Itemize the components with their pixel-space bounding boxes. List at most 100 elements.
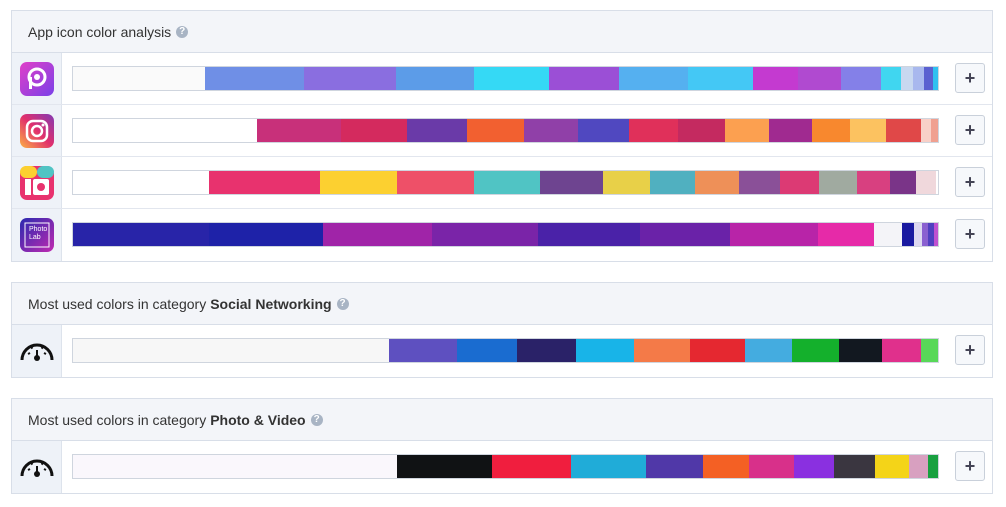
app-icon (12, 325, 62, 377)
color-segment (257, 119, 342, 142)
color-row: + (12, 441, 992, 493)
color-segment (880, 67, 901, 90)
color-segment (920, 339, 938, 362)
category-name: Social Networking (210, 295, 332, 312)
icon-shape (33, 355, 40, 361)
icon-shape (19, 218, 54, 252)
color-segment (645, 455, 703, 478)
color-segment (913, 223, 922, 246)
color-segment (491, 455, 572, 478)
color-segment (811, 119, 850, 142)
color-segment (933, 223, 938, 246)
color-segment (900, 67, 913, 90)
icon-shape (27, 468, 30, 471)
color-segment (748, 455, 794, 478)
color-segment (818, 171, 858, 194)
color-segment (397, 455, 492, 478)
color-segment (834, 455, 875, 478)
color-segment (205, 67, 304, 90)
panel: Most used colors in category Photo & Vide… (11, 398, 993, 494)
color-segment (912, 67, 925, 90)
color-segment (406, 119, 467, 142)
icon-shape (20, 459, 53, 477)
panel: Most used colors in category Social Netwo… (11, 282, 993, 378)
color-row: Photo Lab + (12, 209, 992, 261)
icon-shape (33, 471, 40, 477)
icon-shape (24, 222, 49, 248)
add-button[interactable]: + (955, 115, 985, 145)
color-segment (678, 119, 726, 142)
color-row: + (12, 325, 992, 377)
icon-shape (43, 468, 46, 471)
icon-shape (25, 119, 48, 142)
icon-shape (33, 73, 40, 80)
icon-shape (19, 165, 54, 200)
color-segment (694, 171, 739, 194)
color-segment (745, 339, 792, 362)
color-segment (466, 119, 525, 142)
color-segment (639, 223, 731, 246)
icon-shape (36, 182, 45, 191)
color-segment (874, 455, 909, 478)
panel-title: App icon color analysis (28, 23, 172, 40)
color-segment (540, 171, 604, 194)
app-icon (12, 157, 62, 208)
color-segment (431, 223, 539, 246)
color-segment (395, 67, 475, 90)
icon-shape (40, 346, 44, 350)
color-segment (841, 67, 881, 90)
color-segment (839, 339, 882, 362)
color-segment (920, 119, 931, 142)
color-segment (576, 339, 635, 362)
icon-shape (19, 113, 54, 148)
color-segment (634, 339, 690, 362)
add-button[interactable]: + (955, 451, 985, 481)
icon-shape (20, 343, 53, 361)
color-segment (930, 119, 938, 142)
color-segment (849, 119, 886, 142)
color-segment (73, 67, 206, 90)
app-icon (12, 441, 62, 493)
add-button[interactable]: + (955, 167, 985, 197)
help-icon[interactable]: ? (310, 413, 323, 426)
color-segment (603, 171, 650, 194)
color-segment (516, 339, 577, 362)
app-icon: Photo Lab (12, 209, 62, 261)
color-segment (73, 171, 209, 194)
color-segment (474, 171, 541, 194)
add-button[interactable]: + (955, 219, 985, 249)
color-row: + (12, 105, 992, 157)
color-segment (901, 223, 914, 246)
help-icon[interactable]: ? (336, 297, 349, 310)
color-bar (72, 118, 939, 143)
icon-shape (29, 462, 33, 466)
color-segment (571, 455, 646, 478)
icon-shape (28, 76, 32, 89)
panel-header: Most used colors in category Social Netwo… (12, 283, 992, 325)
add-button[interactable]: + (955, 63, 985, 93)
icon-shape (19, 218, 54, 252)
icon-shape (27, 344, 46, 358)
color-segment (881, 339, 921, 362)
color-segment (702, 455, 749, 478)
add-button[interactable]: + (955, 335, 985, 365)
color-segment (908, 455, 928, 478)
color-segment (890, 171, 917, 194)
color-bar (72, 222, 939, 247)
category-name: Photo & Video (210, 411, 306, 428)
icon-shape (29, 346, 33, 350)
help-icon[interactable]: ? (176, 25, 189, 38)
color-segment (341, 119, 407, 142)
color-segment (725, 119, 770, 142)
color-segment (927, 223, 934, 246)
color-segment (578, 119, 630, 142)
color-segment (303, 67, 396, 90)
color-segment (769, 119, 812, 142)
color-segment (73, 455, 398, 478)
color-bar (72, 170, 939, 195)
color-segment (752, 67, 798, 90)
panel-title: Most used colors in category (28, 411, 207, 428)
color-row: + (12, 157, 992, 209)
panel: App icon color analysis? + + + Photo Lab + (11, 10, 993, 262)
color-segment (793, 455, 835, 478)
